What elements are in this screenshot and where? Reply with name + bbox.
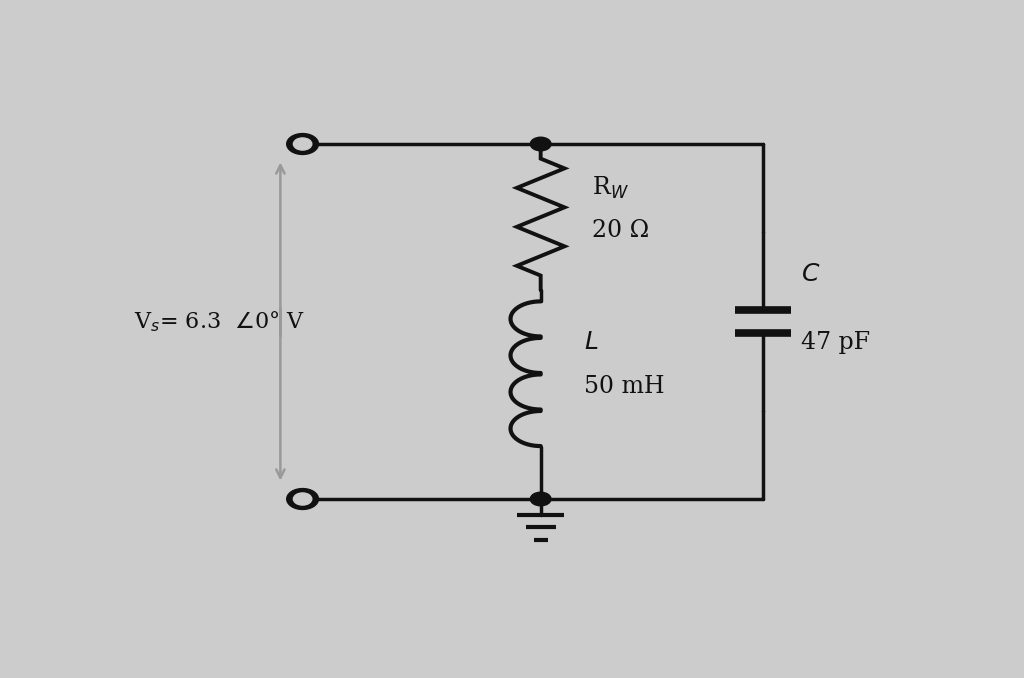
Text: $C$: $C$ [801, 263, 820, 286]
Circle shape [294, 493, 311, 505]
Text: V$_s$= 6.3  $\angle$0° V: V$_s$= 6.3 $\angle$0° V [134, 309, 305, 334]
Circle shape [287, 134, 318, 155]
Text: $L$: $L$ [585, 331, 599, 354]
Circle shape [294, 138, 311, 150]
Text: R$_W$: R$_W$ [592, 176, 629, 201]
Circle shape [530, 492, 551, 506]
Text: 20 Ω: 20 Ω [592, 218, 649, 241]
Circle shape [530, 137, 551, 151]
Text: 50 mH: 50 mH [585, 375, 665, 398]
Text: 47 pF: 47 pF [801, 331, 870, 354]
Circle shape [287, 489, 318, 509]
